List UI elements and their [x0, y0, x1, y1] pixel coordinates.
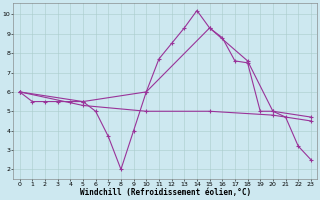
X-axis label: Windchill (Refroidissement éolien,°C): Windchill (Refroidissement éolien,°C)	[80, 188, 251, 197]
